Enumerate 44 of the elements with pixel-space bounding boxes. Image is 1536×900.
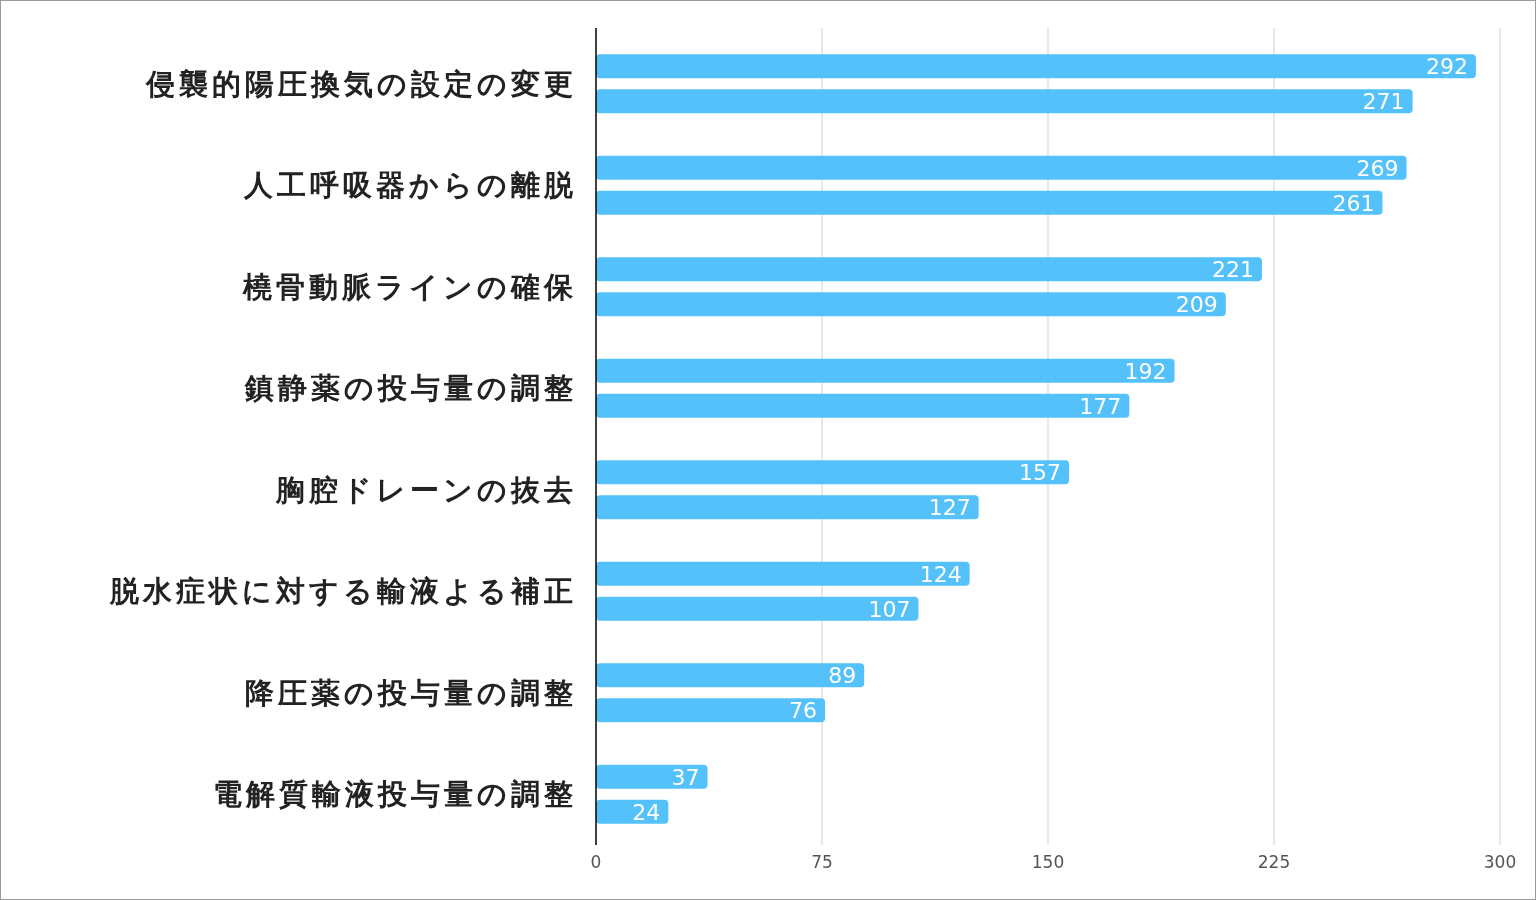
bar [596, 596, 919, 621]
bar [596, 257, 1262, 282]
y-tick-label: 鎮静薬の投与量の調整 [244, 371, 577, 406]
data-label: 292 [1425, 54, 1468, 80]
bar [596, 460, 1070, 485]
data-label: 127 [928, 495, 971, 521]
bar [596, 561, 970, 586]
bar [596, 698, 826, 723]
bar [596, 190, 1383, 215]
bar [596, 663, 865, 688]
x-tick-label: 150 [1031, 852, 1065, 872]
data-label: 271 [1362, 89, 1405, 115]
x-tick-label: 300 [1483, 852, 1517, 872]
data-label: 269 [1356, 155, 1399, 181]
data-label: 261 [1332, 190, 1375, 216]
data-label: 192 [1124, 358, 1167, 384]
y-tick-label: 人工呼吸器からの離脱 [243, 168, 577, 203]
data-label: 221 [1211, 257, 1254, 283]
bar [596, 358, 1175, 383]
y-tick-label: 侵襲的陽圧換気の設定の変更 [145, 66, 577, 101]
y-tick-label: 脱水症状に対する輸液よる補正 [109, 574, 577, 609]
bar [596, 292, 1226, 317]
y-tick-label: 降圧薬の投与量の調整 [245, 675, 577, 710]
data-label: 24 [632, 799, 661, 825]
bar [596, 89, 1413, 114]
data-label: 124 [919, 561, 962, 587]
bar [596, 764, 708, 789]
bar [596, 393, 1130, 418]
x-tick-label: 75 [811, 852, 833, 872]
data-label: 209 [1175, 292, 1218, 318]
bar [596, 155, 1407, 180]
data-label: 177 [1079, 393, 1122, 419]
bar [596, 54, 1476, 79]
data-label: 157 [1019, 460, 1062, 486]
x-tick-label: 225 [1257, 852, 1291, 872]
x-tick-label: 0 [590, 852, 602, 872]
data-label: 37 [671, 764, 700, 790]
data-label: 89 [828, 663, 857, 689]
data-label: 76 [789, 698, 818, 724]
y-tick-label: 電解質輸液投与量の調整 [213, 777, 577, 812]
y-tick-label: 橈骨動脈ラインの確保 [242, 269, 577, 304]
bar [596, 495, 979, 520]
y-tick-label: 胸腔ドレーンの抜去 [275, 472, 577, 507]
data-label: 107 [868, 596, 911, 622]
